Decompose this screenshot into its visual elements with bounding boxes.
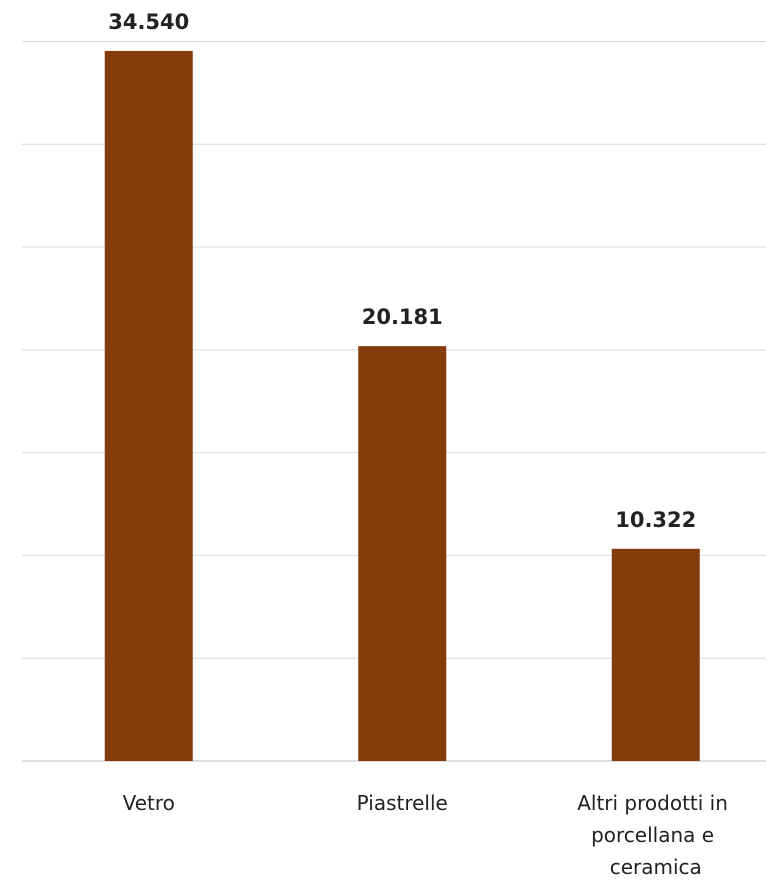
x-tick-label: Vetro <box>123 791 175 815</box>
data-label: 20.181 <box>362 305 443 329</box>
data-label: 34.540 <box>108 10 189 34</box>
x-tick-label: Piastrelle <box>357 791 448 815</box>
data-label: 10.322 <box>615 508 696 532</box>
bar <box>611 548 700 761</box>
bar <box>104 50 193 761</box>
x-tick-label: Altri prodotti in porcellana e ceramica <box>577 791 734 879</box>
bar <box>358 346 447 761</box>
